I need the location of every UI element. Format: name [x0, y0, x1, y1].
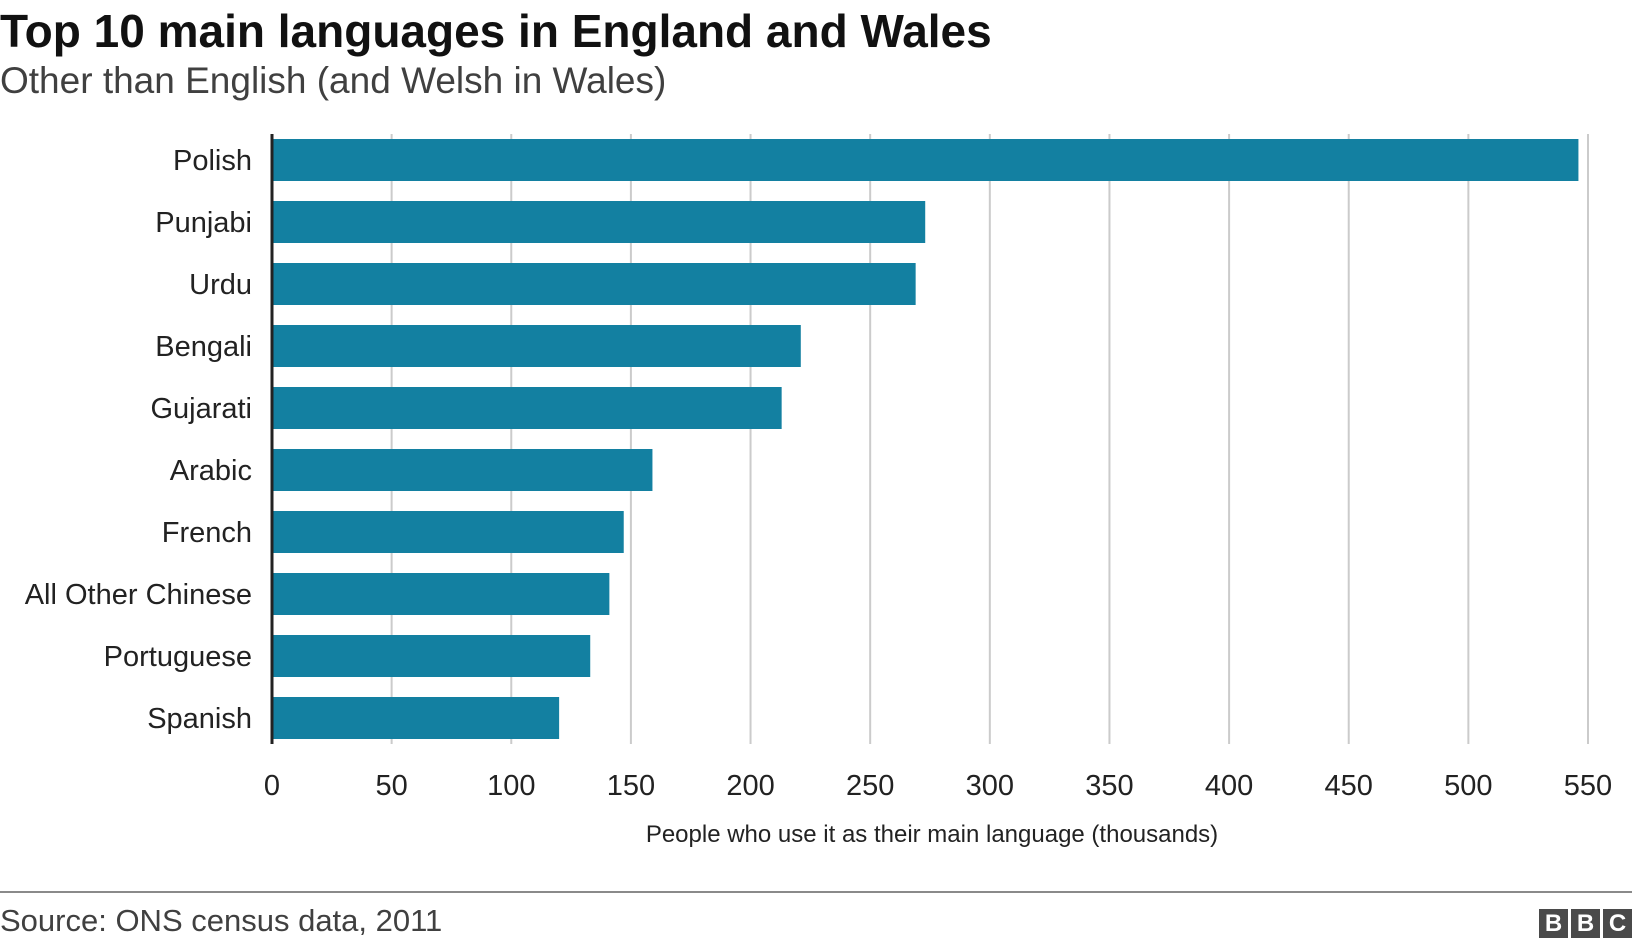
bar-chart: Polish Punjabi Urdu Bengali Gujarati Arabic Fr… [25, 134, 1612, 848]
category-label: French [162, 517, 252, 549]
bar [272, 573, 610, 615]
bar [272, 201, 926, 243]
x-tick-label: 150 [607, 770, 655, 802]
bar [272, 387, 782, 429]
source-note: Source: ONS census data, 2011 [0, 903, 443, 938]
logo-letter: B [1539, 909, 1568, 938]
bar [272, 139, 1579, 181]
x-tick-label: 400 [1205, 770, 1253, 802]
category-label: Urdu [189, 269, 252, 301]
x-tick-label: 100 [487, 770, 535, 802]
logo-letter: B [1571, 909, 1600, 938]
x-tick-label: 0 [264, 770, 280, 802]
x-tick-label: 550 [1564, 770, 1612, 802]
bbc-logo: B B C [1539, 909, 1632, 938]
category-label: Gujarati [150, 393, 252, 425]
bars [272, 139, 1579, 739]
bar [272, 325, 801, 367]
footer-divider [0, 891, 1632, 893]
tick-labels: 0 50 100 150 200 250 300 350 400 450 500 550 [264, 770, 1612, 802]
bar [272, 697, 560, 739]
category-label: Spanish [147, 703, 252, 735]
category-label: Polish [173, 145, 252, 177]
category-label: Punjabi [155, 207, 252, 239]
chart-title: Top 10 main languages in England and Wal… [0, 5, 992, 57]
x-axis-label: People who use it as their main language… [646, 821, 1218, 848]
category-label: All Other Chinese [25, 579, 252, 611]
x-tick-label: 450 [1325, 770, 1373, 802]
category-label: Bengali [155, 331, 252, 363]
x-tick-label: 300 [966, 770, 1014, 802]
x-tick-label: 250 [846, 770, 894, 802]
chart-subtitle: Other than English (and Welsh in Wales) [0, 60, 667, 101]
x-tick-label: 200 [726, 770, 774, 802]
x-tick-label: 50 [376, 770, 408, 802]
logo-letter: C [1603, 909, 1632, 938]
category-labels: Polish Punjabi Urdu Bengali Gujarati Arabic Fr… [25, 145, 252, 735]
bar [272, 511, 624, 553]
bar [272, 635, 591, 677]
category-label: Portuguese [104, 641, 252, 673]
x-tick-label: 350 [1085, 770, 1133, 802]
bar [272, 263, 916, 305]
bar [272, 449, 653, 491]
category-label: Arabic [170, 455, 252, 487]
x-tick-label: 500 [1444, 770, 1492, 802]
